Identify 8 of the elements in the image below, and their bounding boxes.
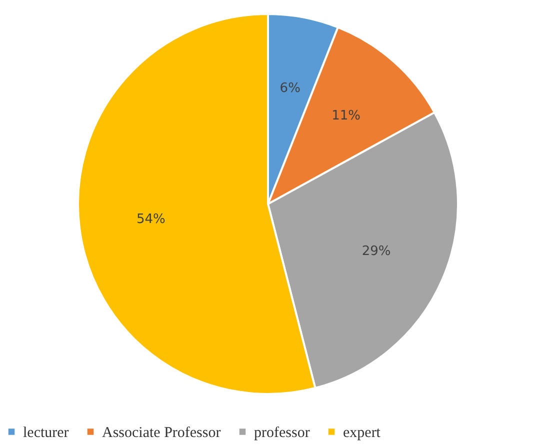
legend-label: lecturer <box>23 424 69 441</box>
data-label: 6% <box>280 81 300 96</box>
legend-label: expert <box>343 424 382 441</box>
legend-label: professor <box>254 424 310 441</box>
data-label: 54% <box>136 212 166 227</box>
legend-label: Associate Professor <box>102 424 221 441</box>
data-label: 29% <box>362 244 391 259</box>
data-label: 11% <box>332 108 360 124</box>
